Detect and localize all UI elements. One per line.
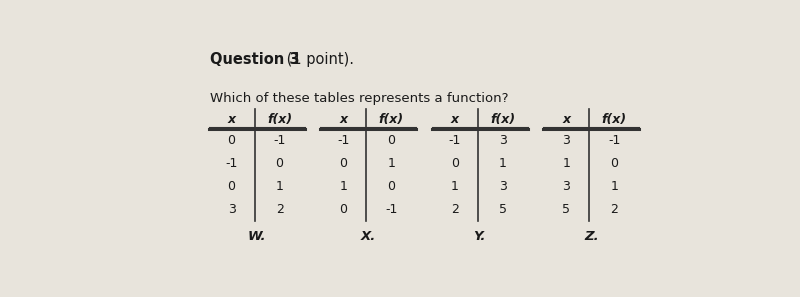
Text: 1: 1 (499, 157, 506, 170)
Text: 0: 0 (339, 203, 347, 216)
Text: Which of these tables represents a function?: Which of these tables represents a funct… (210, 92, 509, 105)
Text: 2: 2 (451, 203, 458, 216)
Text: 0: 0 (387, 134, 395, 147)
Text: Y.: Y. (474, 230, 486, 243)
Text: Question 3: Question 3 (210, 52, 300, 67)
Text: 1: 1 (610, 180, 618, 193)
Text: 0: 0 (610, 157, 618, 170)
Text: 2: 2 (276, 203, 283, 216)
Text: 1: 1 (387, 157, 395, 170)
Text: x: x (339, 113, 347, 126)
Text: f(x): f(x) (490, 113, 515, 126)
Text: -1: -1 (608, 134, 621, 147)
Text: f(x): f(x) (602, 113, 627, 126)
Text: W.: W. (247, 230, 266, 243)
Text: x: x (562, 113, 570, 126)
Text: 0: 0 (339, 157, 347, 170)
Text: X.: X. (361, 230, 376, 243)
Text: 3: 3 (562, 180, 570, 193)
Text: -1: -1 (274, 134, 286, 147)
Text: Z.: Z. (584, 230, 598, 243)
Text: 3: 3 (228, 203, 235, 216)
Text: 2: 2 (610, 203, 618, 216)
Text: -1: -1 (385, 203, 398, 216)
Text: 5: 5 (499, 203, 507, 216)
Text: 0: 0 (227, 134, 235, 147)
Text: (1 point).: (1 point). (282, 52, 354, 67)
Text: 1: 1 (451, 180, 458, 193)
Text: 3: 3 (562, 134, 570, 147)
Text: 1: 1 (562, 157, 570, 170)
Text: 3: 3 (499, 180, 506, 193)
Text: 0: 0 (227, 180, 235, 193)
Text: -1: -1 (337, 134, 350, 147)
Text: x: x (227, 113, 236, 126)
Text: 0: 0 (276, 157, 284, 170)
Text: -1: -1 (226, 157, 238, 170)
Text: 5: 5 (562, 203, 570, 216)
Text: f(x): f(x) (267, 113, 292, 126)
Text: 1: 1 (276, 180, 283, 193)
Text: 0: 0 (450, 157, 458, 170)
Text: -1: -1 (449, 134, 461, 147)
Text: 3: 3 (499, 134, 506, 147)
Text: 1: 1 (339, 180, 347, 193)
Text: 0: 0 (387, 180, 395, 193)
Text: x: x (450, 113, 459, 126)
Text: f(x): f(x) (378, 113, 404, 126)
